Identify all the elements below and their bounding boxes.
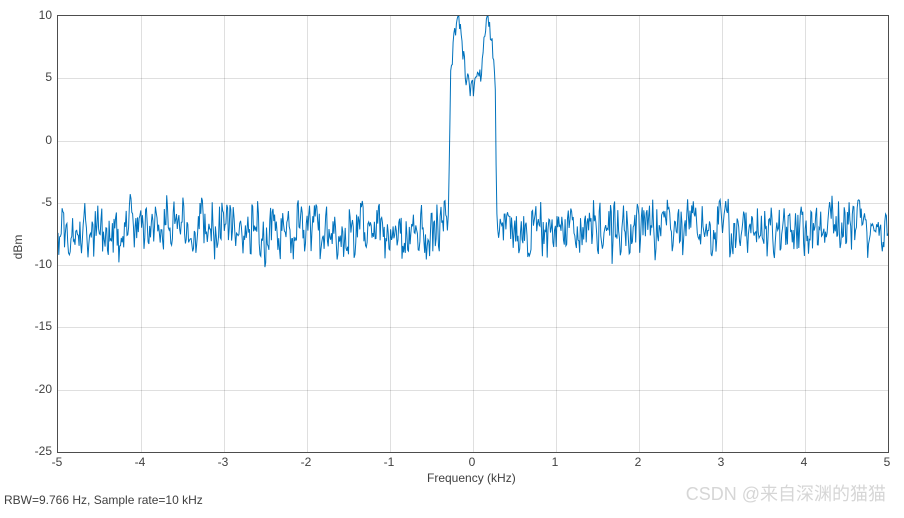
spectrum-chart: -5-4-3-2-1012345 -25-20-15-10-50510 Freq…	[0, 0, 904, 518]
gridline-h	[58, 390, 888, 391]
x-tick-label: -5	[52, 455, 63, 469]
gridline-h	[58, 265, 888, 266]
x-tick-label: 0	[469, 455, 476, 469]
gridline-h	[58, 203, 888, 204]
gridline-v	[141, 16, 142, 452]
y-tick-label: 5	[27, 70, 52, 84]
y-tick-label: -25	[27, 444, 52, 458]
x-tick-label: 5	[884, 455, 891, 469]
gridline-h	[58, 327, 888, 328]
x-tick-label: 3	[718, 455, 725, 469]
x-tick-label: -4	[135, 455, 146, 469]
x-tick-label: 4	[801, 455, 808, 469]
gridline-v	[224, 16, 225, 452]
gridline-v	[722, 16, 723, 452]
x-axis-label: Frequency (kHz)	[427, 471, 516, 485]
watermark-text: CSDN @来自深渊的猫猫	[686, 480, 886, 506]
y-tick-label: -5	[27, 195, 52, 209]
x-tick-label: -2	[301, 455, 312, 469]
x-tick-label: -3	[218, 455, 229, 469]
y-tick-label: -20	[27, 382, 52, 396]
y-tick-label: 10	[27, 8, 52, 22]
gridline-v	[473, 16, 474, 452]
plot-area	[57, 15, 889, 453]
y-axis-label: dBm	[11, 235, 25, 260]
gridline-v	[390, 16, 391, 452]
x-tick-label: 2	[635, 455, 642, 469]
y-tick-label: -15	[27, 319, 52, 333]
x-tick-label: -1	[384, 455, 395, 469]
gridline-h	[58, 78, 888, 79]
gridline-v	[556, 16, 557, 452]
gridline-v	[639, 16, 640, 452]
gridline-h	[58, 141, 888, 142]
y-tick-label: -10	[27, 257, 52, 271]
gridline-v	[307, 16, 308, 452]
y-tick-label: 0	[27, 133, 52, 147]
rbw-info-text: RBW=9.766 Hz, Sample rate=10 kHz	[4, 493, 203, 507]
x-tick-label: 1	[552, 455, 559, 469]
gridline-v	[805, 16, 806, 452]
